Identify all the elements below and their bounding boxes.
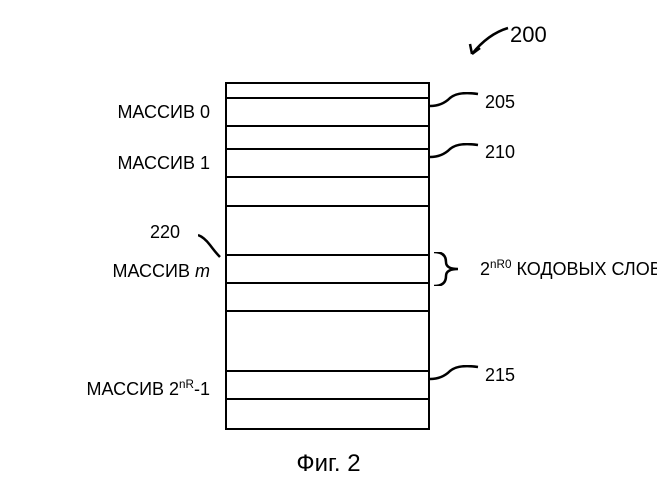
array-row-0 xyxy=(225,97,430,127)
label-array-last: МАССИВ 2nR-1 xyxy=(86,378,210,400)
ref-220: 220 xyxy=(150,222,180,243)
label-array-last-prefix: МАССИВ 2 xyxy=(86,379,179,399)
ref-215: 215 xyxy=(485,365,515,386)
ref-215-text: 215 xyxy=(485,365,515,385)
label-codewords-sup: nR0 xyxy=(490,258,511,271)
lead-205 xyxy=(430,92,480,110)
figure-caption: Фиг. 2 xyxy=(0,450,657,478)
label-array-1: МАССИВ 1 xyxy=(117,153,210,174)
figure-canvas: { "figure": { "ref_main": "200", "captio… xyxy=(0,0,657,500)
lead-210 xyxy=(430,143,480,161)
arrow-200 xyxy=(460,24,510,58)
label-array-1-text: МАССИВ 1 xyxy=(117,153,210,173)
label-codewords-base: 2 xyxy=(480,259,490,279)
lead-220 xyxy=(198,233,222,259)
array-row-1 xyxy=(225,148,430,178)
label-codewords-suffix: КОДОВЫХ СЛОВ xyxy=(511,259,657,279)
separator-lower xyxy=(225,310,430,312)
ref-205-text: 205 xyxy=(485,92,515,112)
ref-210: 210 xyxy=(485,142,515,163)
array-row-m xyxy=(225,254,430,284)
brace-row-m xyxy=(432,252,472,286)
ref-205: 205 xyxy=(485,92,515,113)
ref-210-text: 210 xyxy=(485,142,515,162)
label-array-last-sup: nR xyxy=(179,378,194,391)
figure-caption-text: Фиг. 2 xyxy=(296,450,360,477)
array-row-last xyxy=(225,370,430,400)
label-array-m-var: m xyxy=(195,261,210,281)
label-array-last-suffix: -1 xyxy=(194,379,210,399)
label-codewords: 2nR0 КОДОВЫХ СЛОВ xyxy=(480,258,657,280)
label-array-0-text: МАССИВ 0 xyxy=(117,102,210,122)
ref-220-text: 220 xyxy=(150,222,180,242)
ref-200: 200 xyxy=(510,22,547,48)
lead-215 xyxy=(430,365,480,383)
ref-200-text: 200 xyxy=(510,22,547,47)
label-array-m: МАССИВ m xyxy=(112,261,210,282)
label-array-m-prefix: МАССИВ xyxy=(112,261,195,281)
label-array-0: МАССИВ 0 xyxy=(117,102,210,123)
separator-upper xyxy=(225,205,430,207)
